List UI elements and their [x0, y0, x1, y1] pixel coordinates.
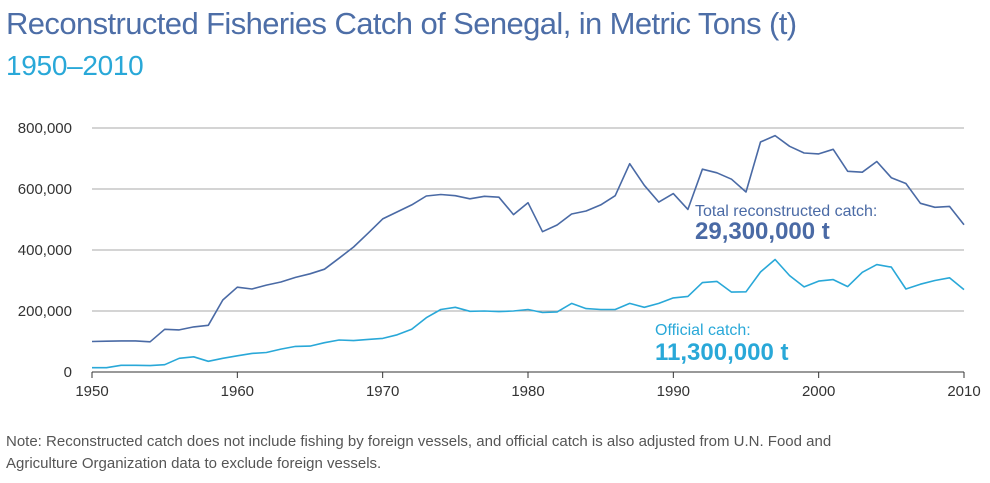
x-tick-label: 2010	[947, 383, 980, 400]
gridlines	[92, 127, 964, 312]
footnote: Note: Reconstructed catch does not inclu…	[6, 431, 966, 475]
x-tick-label: 1970	[366, 383, 399, 400]
y-tick-label: 600,000	[18, 181, 72, 198]
official-catch-label: Official catch:	[655, 322, 751, 339]
x-axis: 1950 1960 1970 1980 1990 2000 2010	[75, 371, 981, 400]
series-annotations: Total reconstructed catch: 29,300,000 t …	[655, 203, 877, 366]
x-tick-label: 1950	[75, 383, 108, 400]
footnote-line-1: Note: Reconstructed catch does not inclu…	[6, 433, 832, 450]
y-tick-label: 200,000	[18, 303, 72, 320]
official-catch-line	[92, 258, 965, 369]
total-catch-value: 29,300,000 t	[695, 218, 830, 245]
series-lines	[91, 134, 965, 369]
y-tick-label: 400,000	[18, 242, 72, 259]
total-catch-line	[91, 134, 965, 343]
footnote-line-2: Agriculture Organization data to exclude…	[6, 455, 382, 472]
x-tick-label: 1990	[657, 383, 690, 400]
y-tick-label: 800,000	[18, 120, 72, 137]
x-tick-label: 1960	[221, 383, 254, 400]
y-axis-ticks: 0 200,000 400,000 600,000 800,000	[18, 120, 72, 381]
y-tick-label: 0	[64, 364, 72, 381]
official-catch-value: 11,300,000 t	[655, 339, 788, 366]
chart-title: Reconstructed Fisheries Catch of Senegal…	[6, 6, 797, 41]
x-tick-label: 1980	[511, 383, 544, 400]
total-catch-label: Total reconstructed catch:	[695, 203, 877, 220]
chart-subtitle: 1950–2010	[6, 50, 144, 81]
x-tick-label: 2000	[802, 383, 835, 400]
